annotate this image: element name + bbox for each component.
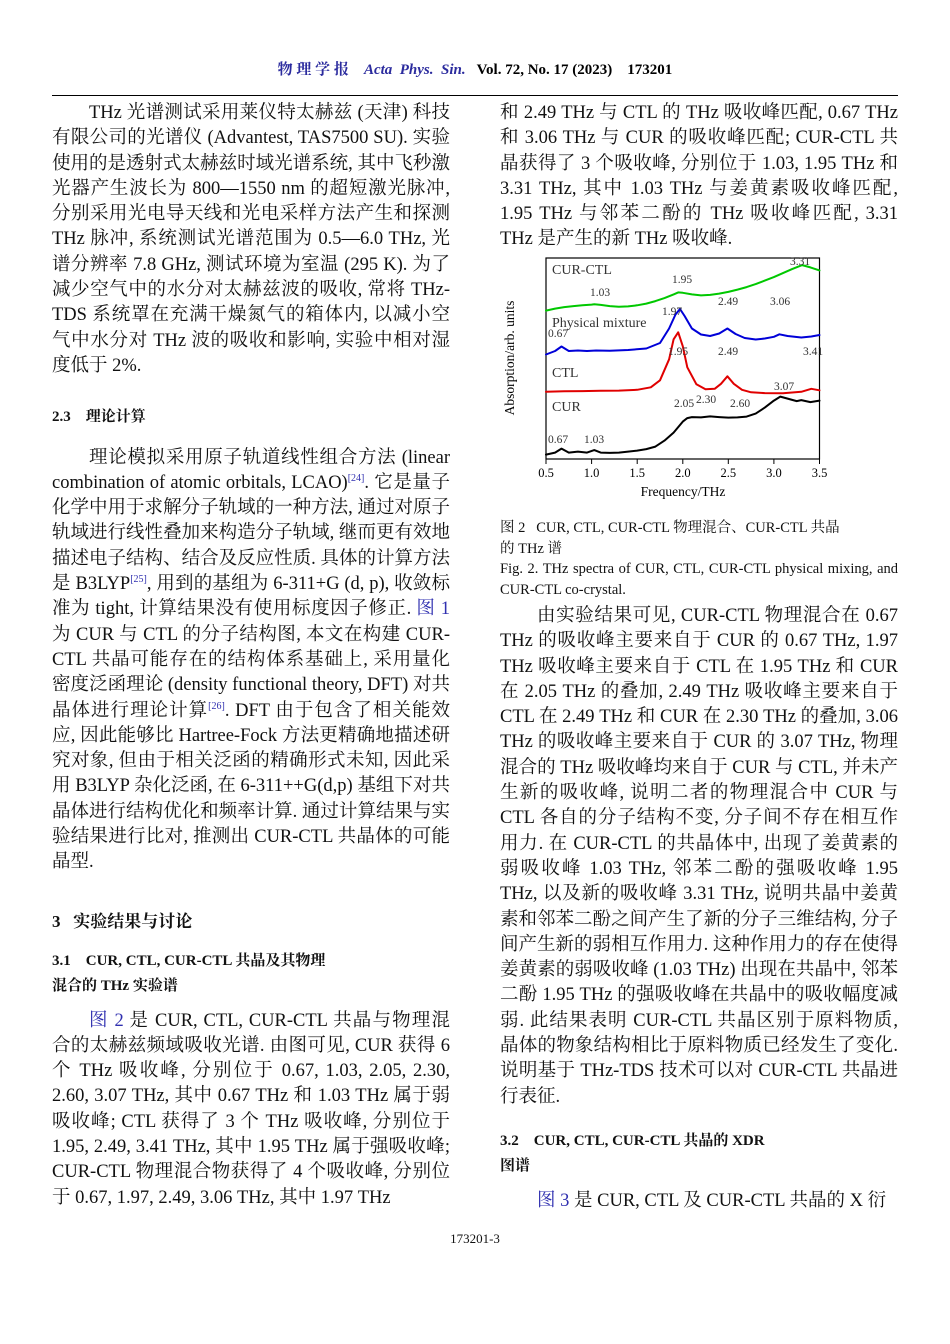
svg-text:2.49: 2.49 xyxy=(718,296,738,308)
svg-text:1.0: 1.0 xyxy=(584,466,600,480)
svg-text:1.5: 1.5 xyxy=(629,466,645,480)
svg-text:1.03: 1.03 xyxy=(584,434,604,446)
svg-text:3.06: 3.06 xyxy=(770,296,790,308)
svg-text:3.07: 3.07 xyxy=(774,381,794,393)
svg-text:3.0: 3.0 xyxy=(766,466,782,480)
svg-text:0.67: 0.67 xyxy=(548,434,568,446)
svg-text:3.31: 3.31 xyxy=(790,257,810,268)
svg-text:CUR: CUR xyxy=(552,400,581,415)
svg-text:2.60: 2.60 xyxy=(730,398,750,410)
svg-text:3.5: 3.5 xyxy=(812,466,828,480)
svg-text:1.95: 1.95 xyxy=(668,346,688,358)
svg-text:1.95: 1.95 xyxy=(672,274,692,286)
svg-text:1.97: 1.97 xyxy=(662,306,682,318)
svg-text:2.49: 2.49 xyxy=(718,346,738,358)
svg-text:1.03: 1.03 xyxy=(590,287,610,299)
svg-text:CTL: CTL xyxy=(552,366,578,381)
svg-text:Absorption/arb. units: Absorption/arb. units xyxy=(502,300,517,415)
svg-text:Frequency/THz: Frequency/THz xyxy=(641,484,726,499)
svg-text:2.30: 2.30 xyxy=(696,394,716,406)
svg-text:3.41: 3.41 xyxy=(803,346,823,358)
svg-text:CUR-CTL: CUR-CTL xyxy=(552,263,612,278)
svg-text:2.5: 2.5 xyxy=(720,466,736,480)
svg-text:2.0: 2.0 xyxy=(675,466,691,480)
svg-text:0.5: 0.5 xyxy=(538,466,554,480)
svg-text:2.05: 2.05 xyxy=(674,398,694,410)
svg-text:0.67: 0.67 xyxy=(548,328,568,340)
